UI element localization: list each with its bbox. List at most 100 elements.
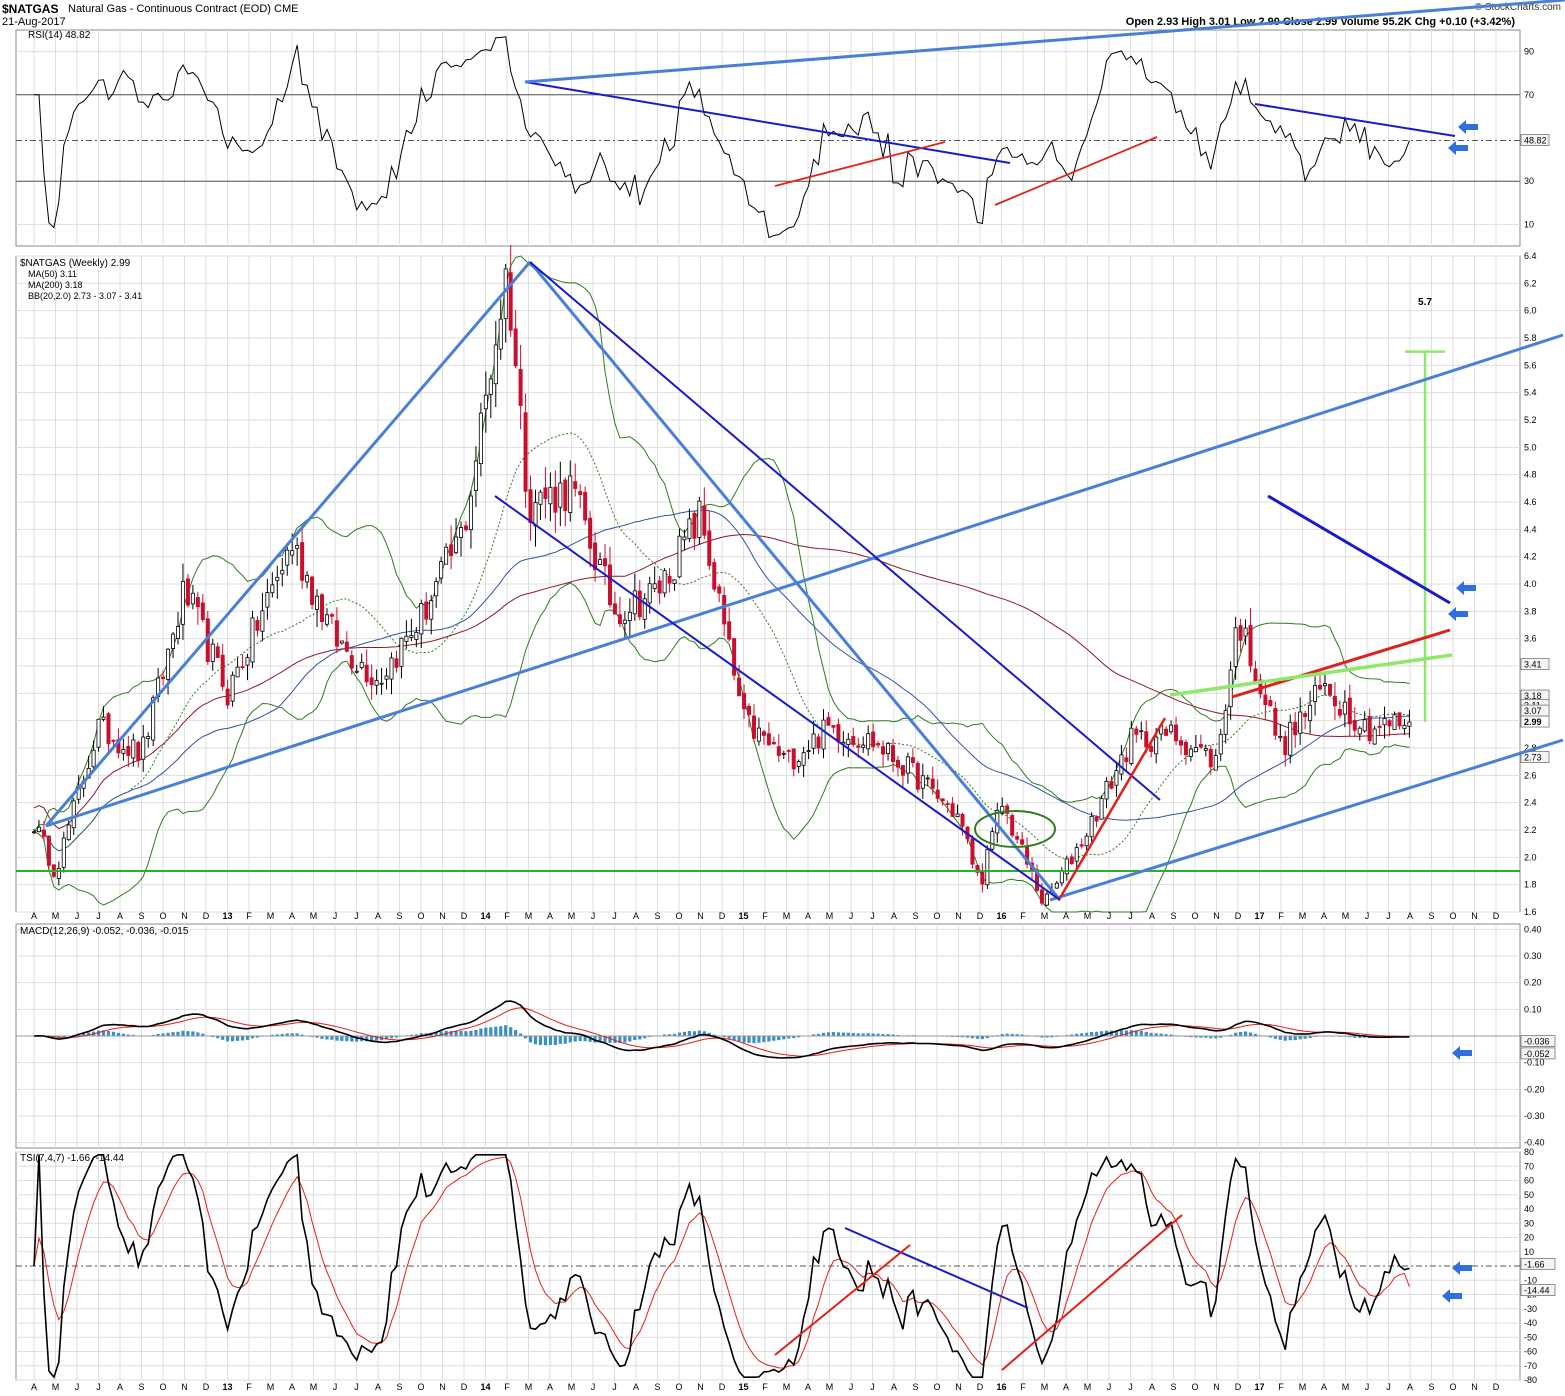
chart-date: 21-Aug-2017 — [2, 16, 66, 28]
falling-channel-bottom — [494, 495, 1061, 901]
macd-histogram-bar — [861, 1033, 865, 1036]
candle-body — [1293, 721, 1298, 736]
x-tick-label: O — [933, 1382, 940, 1392]
x-tick-label: N — [439, 911, 446, 921]
macd-histogram-bar — [1194, 1036, 1198, 1038]
candle-body — [990, 831, 995, 850]
x-tick-label: D — [719, 1382, 726, 1392]
x-tick-label: 15 — [738, 1382, 748, 1392]
macd-histogram-bar — [677, 1032, 682, 1036]
candle-body — [662, 570, 667, 594]
macd-histogram-bar — [538, 1036, 543, 1045]
candle-body — [603, 558, 608, 567]
x-tick-label: S — [138, 1382, 144, 1392]
macd-histogram-bar — [504, 1025, 508, 1036]
y-tick-label: -80 — [1524, 1375, 1537, 1385]
long-channel-line-upper — [45, 333, 1564, 828]
candle-body — [101, 716, 106, 720]
macd-histogram-bar — [548, 1036, 552, 1045]
x-tick-label: J — [612, 911, 617, 921]
macd-histogram-bar — [777, 1036, 781, 1041]
y-tick-label: 10 — [1524, 1247, 1534, 1257]
x-tick-label: O — [159, 911, 166, 921]
macd-histogram-bar — [618, 1036, 622, 1043]
candle-body — [36, 826, 41, 833]
macd-histogram-bar — [702, 1031, 706, 1036]
triangle-bottom — [1231, 628, 1451, 699]
ma200-legend: MA(200) 3.18 — [28, 280, 83, 290]
candle-body — [1198, 744, 1203, 748]
candle-body — [1347, 697, 1352, 725]
candle-body — [1069, 856, 1074, 865]
x-tick-label: 17 — [1254, 911, 1264, 921]
rsi-frame — [15, 29, 1521, 247]
macd-histogram-bar — [330, 1036, 334, 1040]
macd-histogram-bar — [762, 1036, 766, 1043]
candle-body — [1278, 736, 1283, 739]
macd-histogram-bar — [856, 1033, 860, 1036]
blue-arrow-icon — [1452, 1261, 1472, 1275]
candle-body — [1005, 805, 1010, 814]
tsi-line — [33, 1153, 1410, 1379]
tsi-downtrend-line — [844, 1227, 1029, 1309]
candle-body — [702, 505, 707, 536]
x-tick-label: F — [1020, 1382, 1026, 1392]
macd-histogram-bar — [687, 1031, 692, 1036]
x-tick-label: O — [933, 911, 940, 921]
candle-body — [1303, 713, 1308, 718]
macd-histogram-bar — [1164, 1034, 1168, 1036]
macd-histogram-bar — [131, 1034, 135, 1036]
x-tick-label: M — [1299, 1382, 1307, 1392]
candle-body — [1144, 731, 1149, 748]
tsi-uptrend-line-2 — [1001, 1214, 1183, 1371]
candle-body — [930, 778, 935, 789]
last-value-box — [1520, 751, 1550, 763]
macd-histogram-bar — [1253, 1033, 1258, 1036]
x-tick-label: O — [1449, 1382, 1456, 1392]
candle-body — [225, 688, 230, 706]
candle-body — [1164, 728, 1169, 736]
candle-body — [791, 748, 796, 770]
candle-body — [637, 590, 642, 618]
x-tick-label: 16 — [996, 911, 1006, 921]
candle-body — [449, 544, 454, 556]
macd-histogram-bar — [608, 1036, 612, 1043]
x-tick-label: J — [591, 1382, 596, 1392]
candle-body — [632, 590, 637, 615]
candle-body — [1039, 889, 1044, 904]
candle-body — [612, 603, 617, 615]
x-tick-label: M — [783, 1382, 791, 1392]
macd-histogram-bar — [682, 1031, 687, 1036]
y-tick-label: 30 — [1524, 1218, 1534, 1228]
candle-body — [945, 803, 950, 806]
x-tick-label: A — [891, 911, 897, 921]
macd-histogram-bar — [1293, 1036, 1297, 1041]
candle-body — [781, 752, 786, 755]
x-tick-label: D — [977, 1382, 984, 1392]
macd-histogram-bar — [345, 1036, 349, 1042]
macd-histogram-bar — [250, 1036, 255, 1039]
candle-body — [910, 757, 915, 764]
macd-histogram-bar — [469, 1030, 473, 1036]
macd-histogram-bar — [439, 1031, 443, 1036]
candle-body — [1064, 858, 1069, 875]
x-tick-label: D — [461, 911, 468, 921]
candle-body — [528, 489, 533, 524]
candle-body — [895, 759, 900, 768]
y-tick-label: 1.6 — [1524, 907, 1537, 917]
x-tick-label: D — [1493, 911, 1500, 921]
macd-histogram-bar — [1273, 1036, 1277, 1039]
candle-body — [1387, 720, 1392, 727]
candle-body — [483, 394, 488, 410]
candle-body — [1288, 721, 1293, 756]
candle-body — [374, 680, 379, 686]
candle-body — [617, 614, 622, 624]
macd-histogram-bar — [1278, 1036, 1282, 1040]
macd-histogram-bar — [831, 1032, 836, 1036]
candle-body — [751, 715, 756, 739]
bollinger-legend: BB(20,2.0) 2.73 - 3.07 - 3.41 — [28, 291, 142, 301]
y-tick-label: 50 — [1524, 1190, 1534, 1200]
candle-body — [692, 512, 697, 539]
candle-body — [468, 495, 473, 531]
candle-body — [1318, 684, 1323, 690]
